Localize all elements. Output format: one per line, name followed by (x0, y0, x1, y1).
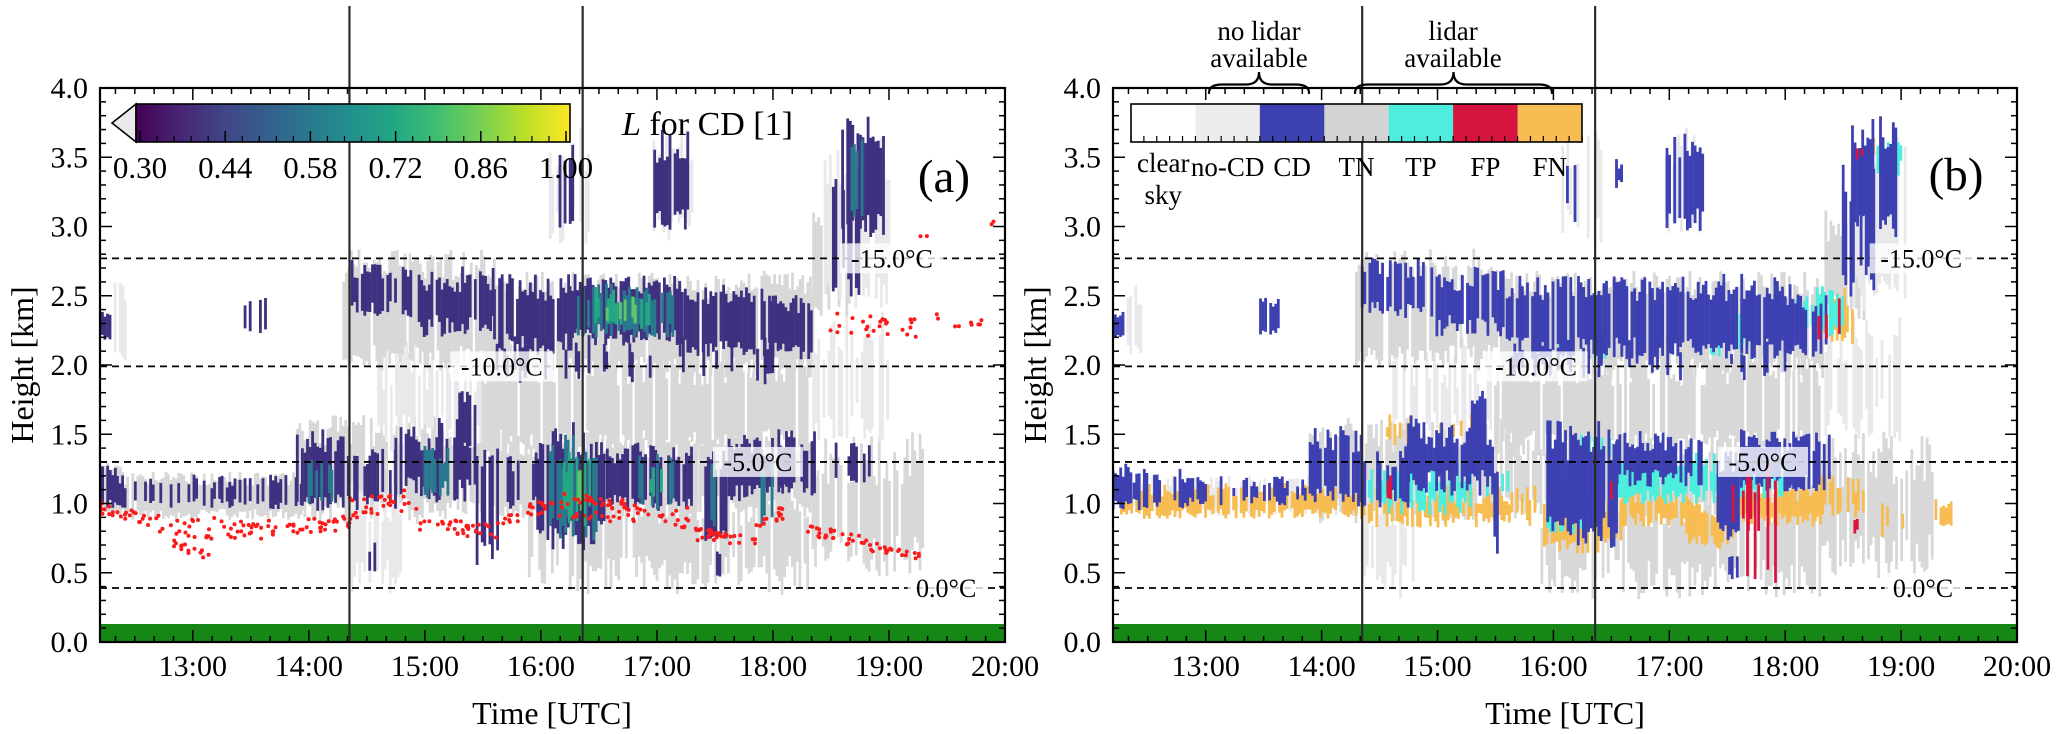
svg-text:0.58: 0.58 (283, 150, 337, 185)
svg-text:-5.0°C: -5.0°C (1729, 448, 1798, 477)
svg-text:FN: FN (1533, 152, 1568, 182)
svg-text:16:00: 16:00 (1519, 650, 1587, 683)
svg-text:4.0: 4.0 (51, 72, 89, 105)
panel-letter-a: (a) (918, 151, 970, 203)
svg-text:2.5: 2.5 (51, 280, 89, 313)
svg-text:TN: TN (1339, 152, 1375, 182)
svg-text:0.30: 0.30 (113, 150, 167, 185)
svg-text:15:00: 15:00 (391, 650, 459, 683)
x-axis-title-a: Time [UTC] (472, 695, 632, 731)
brace-label-lidar-line1: lidar (1428, 16, 1477, 46)
svg-text:17:00: 17:00 (623, 650, 691, 683)
axes-a: 13:00 14:00 15:00 16:00 17:00 18:00 19:00 20:00… (51, 72, 1040, 683)
svg-text:0.0°C: 0.0°C (1893, 574, 1953, 603)
colorbar-title: L for CD [1] (621, 106, 793, 143)
svg-text:14:00: 14:00 (1287, 650, 1355, 683)
svg-text:2.0: 2.0 (51, 349, 89, 382)
svg-text:13:00: 13:00 (159, 650, 227, 683)
svg-text:-10.0°C: -10.0°C (461, 352, 543, 381)
brace-label-no-lidar-line1: no lidar (1217, 16, 1300, 46)
svg-text:0.5: 0.5 (51, 557, 89, 590)
svg-text:sky: sky (1144, 180, 1182, 210)
brace-label-no-lidar-line2: available (1210, 43, 1307, 73)
svg-text:1.5: 1.5 (51, 418, 89, 451)
svg-text:3.5: 3.5 (51, 141, 89, 174)
panel-letter-b: (b) (1929, 149, 1984, 201)
svg-text:0.5: 0.5 (1064, 557, 1102, 590)
colorbar: 0.30 0.44 0.58 0.72 0.86 1.00 (110, 102, 593, 185)
svg-text:4.0: 4.0 (1064, 72, 1102, 105)
svg-text:-5.0°C: -5.0°C (723, 448, 792, 477)
svg-text:clear: clear (1137, 148, 1189, 178)
isotherms-b: -15.0°C -10.0°C -5.0°C 0.0°C (1113, 243, 2017, 603)
svg-text:18:00: 18:00 (1751, 650, 1819, 683)
svg-text:-15.0°C: -15.0°C (851, 244, 933, 273)
svg-text:0.0: 0.0 (1064, 626, 1102, 659)
svg-text:3.0: 3.0 (1064, 211, 1102, 244)
colorbar-title-rest: for CD [1] (641, 106, 793, 143)
svg-text:17:00: 17:00 (1635, 650, 1703, 683)
svg-text:TP: TP (1405, 152, 1437, 182)
svg-text:15:00: 15:00 (1403, 650, 1471, 683)
brace-label-lidar-line2: available (1404, 43, 1501, 73)
svg-text:20:00: 20:00 (1983, 650, 2051, 683)
svg-text:20:00: 20:00 (971, 650, 1039, 683)
y-axis-title-b: Height [km] (1017, 286, 1053, 443)
svg-text:13:00: 13:00 (1172, 650, 1240, 683)
svg-text:19:00: 19:00 (855, 650, 923, 683)
svg-text:CD: CD (1273, 152, 1311, 182)
svg-text:0.0: 0.0 (51, 626, 89, 659)
svg-text:1.00: 1.00 (539, 150, 593, 185)
svg-text:3.5: 3.5 (1064, 141, 1102, 174)
svg-text:18:00: 18:00 (739, 650, 807, 683)
svg-text:2.5: 2.5 (1064, 280, 1102, 313)
y-axis-title-a: Height [km] (4, 286, 40, 443)
brace-no-lidar (1207, 71, 1311, 95)
svg-text:-10.0°C: -10.0°C (1495, 352, 1577, 381)
axes-b: 13:00 14:00 15:00 16:00 17:00 18:00 19:00 20:00… (1064, 72, 2052, 683)
isotherms-a: -15.0°C -10.0°C -5.0°C 0.0°C (100, 243, 1005, 603)
svg-text:1.0: 1.0 (51, 488, 89, 521)
brace-lidar (1353, 71, 1554, 95)
svg-text:no-CD: no-CD (1191, 152, 1265, 182)
svg-text:-15.0°C: -15.0°C (1880, 244, 1962, 273)
svg-text:3.0: 3.0 (51, 211, 89, 244)
svg-text:0.0°C: 0.0°C (916, 574, 976, 603)
svg-text:0.44: 0.44 (198, 150, 253, 185)
svg-text:FP: FP (1470, 152, 1500, 182)
cloud-field-a (100, 116, 996, 595)
svg-text:16:00: 16:00 (507, 650, 575, 683)
svg-text:0.72: 0.72 (368, 150, 422, 185)
svg-text:1.0: 1.0 (1064, 488, 1102, 521)
surface-band-a (100, 623, 1005, 642)
svg-text:19:00: 19:00 (1867, 650, 1935, 683)
surface-band-b (1113, 623, 2017, 642)
svg-text:2.0: 2.0 (1064, 349, 1102, 382)
svg-text:14:00: 14:00 (275, 650, 343, 683)
x-axis-title-b: Time [UTC] (1485, 695, 1645, 731)
colorbar-title-italic: L (621, 106, 641, 143)
svg-text:0.86: 0.86 (454, 150, 508, 185)
svg-text:1.5: 1.5 (1064, 418, 1102, 451)
